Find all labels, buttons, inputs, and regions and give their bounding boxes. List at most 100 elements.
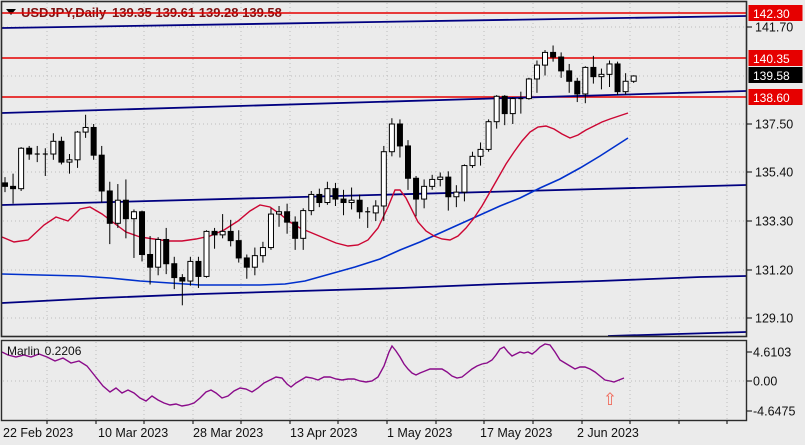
date-label: 22 Feb 2023 [3,426,73,440]
candle-bearish [106,190,113,224]
candle-bearish [558,56,565,72]
buy-signal-arrow-icon[interactable]: ⇧ [603,390,617,409]
candle-bearish [227,230,234,242]
indicator-value: 0.2206 [45,344,82,358]
candle-bearish [566,70,573,82]
candle-bullish [453,191,460,198]
candle-bullish [388,123,395,153]
main-window-border [0,0,748,338]
candle-bullish [622,80,629,93]
candle-bullish [372,205,379,214]
candle-bullish [493,95,500,123]
candle-bullish [66,159,73,163]
candle-bearish [179,277,186,282]
marlin-line [1,343,625,407]
candle-bullish [542,51,549,66]
trendline[interactable] [607,331,747,337]
collapse-triangle-icon[interactable] [6,9,16,15]
price-axis-label: 133.30 [755,215,793,229]
candle-bearish [98,154,105,192]
candle-bearish [211,230,218,236]
candle-bearish [243,257,250,268]
indicator-window-border [0,339,748,422]
candle-bearish [340,198,347,204]
price-badge-label: 142.30 [753,7,790,21]
candle-bearish [445,176,452,198]
ma-line-slow [1,275,747,304]
candle-bearish [58,140,65,163]
time-axis[interactable]: 22 Feb 2023 10 Mar 2023 28 Mar 2023 13 Apr … [3,421,728,440]
resistance-support-levels [2,12,746,98]
candle-bullish [598,73,605,78]
ma-line-fast [1,112,629,247]
date-label: 17 May 2023 [480,426,552,440]
price-axis-label: 131.20 [755,264,793,278]
candle-bullish [380,151,387,207]
candle-bullish [437,176,444,180]
candle-bearish [163,238,170,265]
candle-bullish [509,98,516,115]
candle-bullish [114,199,121,224]
candle-bullish [308,193,315,212]
trendline[interactable] [1,15,747,29]
price-axis-label: 135.40 [755,166,793,180]
candle-bullish [50,140,57,155]
candle-bearish [235,240,242,259]
candle-bearish [590,66,597,78]
price-level-badge [748,50,803,66]
candle-bullish [477,148,484,157]
price-badge-label: 139.58 [753,69,790,83]
candle-bullish [582,66,589,95]
candle-bearish [332,188,339,200]
date-label: 13 Apr 2023 [290,426,357,440]
candle-bearish [284,211,291,223]
price-level-badge [748,89,803,105]
indicator-axis-label: 4.6103 [753,346,791,360]
candle-bullish [18,147,25,190]
candle-bearish [316,193,323,204]
candle-bullish [251,255,258,268]
candle-bearish [292,221,299,239]
candle-bullish [485,121,492,150]
marlin-indicator-window[interactable]: ⇧ [1,342,745,419]
price-badge-label: 138.60 [753,91,790,105]
indicator-axis-label: 0.00 [753,375,777,389]
current-price-badge [748,67,803,83]
candle-bullish [267,213,274,249]
candle-bearish [147,253,154,268]
candles-and-mas [1,15,747,337]
candle-bearish [171,263,178,279]
candle-bullish [74,131,81,161]
candle-bearish [356,199,363,213]
candle-bullish [429,178,436,187]
candle-bullish [324,188,331,204]
candle-bearish [405,145,411,179]
candle-bullish [276,211,283,215]
candle-bullish [219,230,226,236]
candle-bearish [550,51,557,58]
chart-frame [0,0,748,422]
candle-bullish [300,210,307,239]
candle-bullish [130,211,137,220]
indicator-label: Marlin 0.2206 [7,344,82,358]
candle-bullish [630,75,637,82]
price-axis-label: 141.70 [755,21,793,35]
indicator-axis-label: -4.6475 [753,405,795,419]
candle-bearish [574,80,581,95]
candle-bullish [421,185,428,200]
date-label: 10 Mar 2023 [98,426,168,440]
price-axis-label: 137.50 [755,118,793,132]
candle-bullish [187,260,194,282]
candle-bullish [155,238,162,268]
candle-bullish [606,63,613,75]
candle-bullish [82,126,89,133]
candles [2,45,637,306]
candle-bullish [461,165,468,193]
date-label: 28 Mar 2023 [193,426,263,440]
candle-bearish [90,126,97,156]
candle-bearish [2,182,8,187]
trendline[interactable] [1,90,747,114]
candle-bearish [396,123,403,147]
